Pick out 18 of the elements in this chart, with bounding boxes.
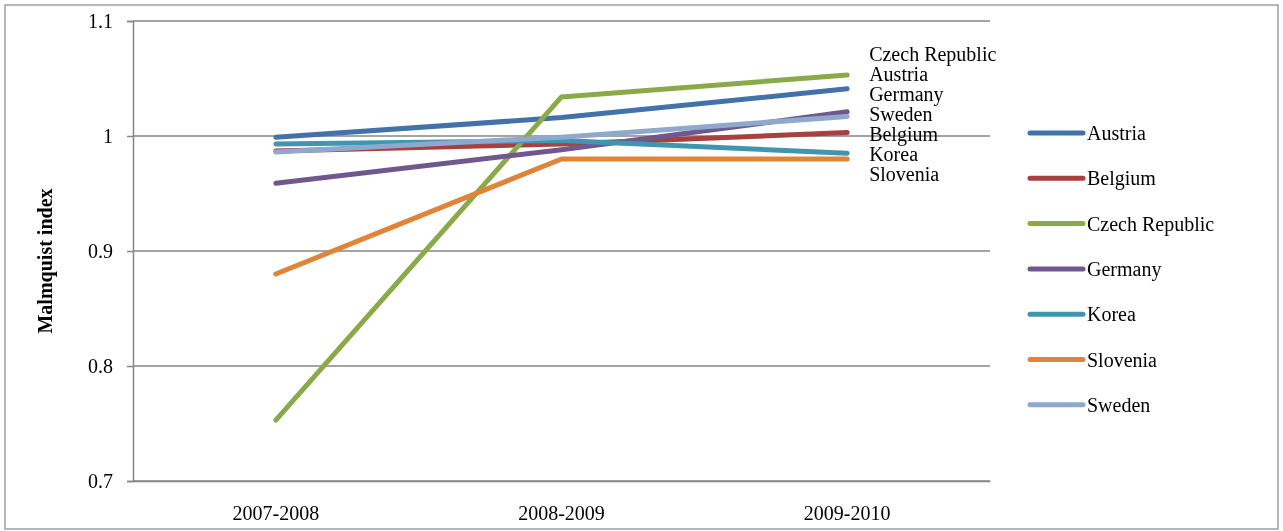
y-axis-title: Malmquist index — [34, 188, 57, 334]
legend-label: Korea — [1087, 303, 1136, 326]
legend-label: Austria — [1087, 122, 1146, 144]
y-tick-label: 0.9 — [88, 239, 113, 262]
x-tick-label: 2007-2008 — [232, 502, 320, 525]
x-tick-label: 2008-2009 — [518, 502, 605, 525]
annotation: Slovenia — [869, 162, 940, 185]
y-tick-label: 0.7 — [88, 469, 113, 492]
x-tick-label: 2009-2010 — [803, 502, 891, 525]
legend-label: Czech Republic — [1087, 212, 1215, 236]
legend-label: Belgium — [1087, 167, 1157, 191]
annotation: Belgium — [869, 122, 939, 146]
legend-label: Germany — [1087, 257, 1162, 281]
legend-label: Sweden — [1087, 393, 1151, 416]
y-tick-label: 0.8 — [88, 354, 113, 377]
y-tick-label: 1.1 — [88, 9, 113, 32]
y-tick-label: 1 — [103, 124, 113, 147]
legend-label: Slovenia — [1087, 348, 1158, 371]
